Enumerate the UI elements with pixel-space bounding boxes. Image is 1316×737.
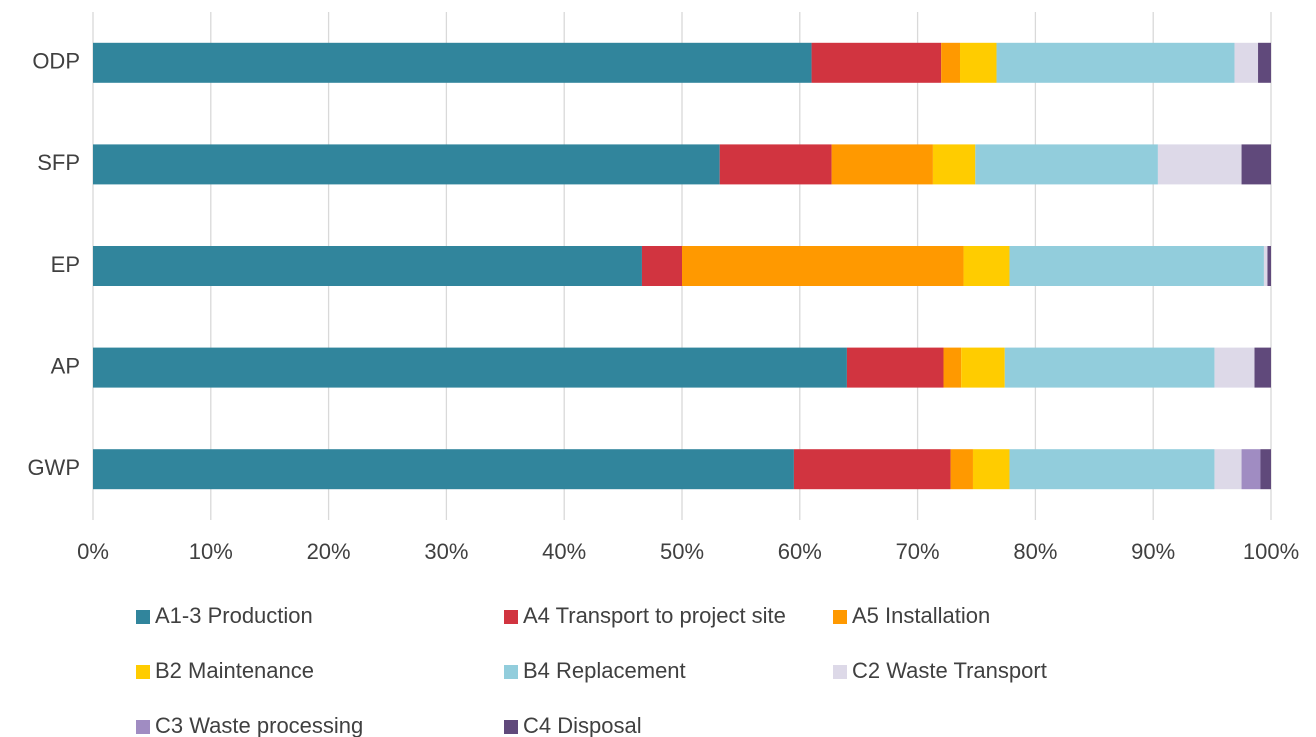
legend-label: A4 Transport to project site	[523, 603, 786, 628]
bar-segment	[93, 246, 642, 286]
bar-segment	[1157, 144, 1242, 185]
x-tick-label: 10%	[189, 539, 233, 564]
bar-segment	[93, 449, 794, 490]
bar-segment	[972, 449, 1010, 490]
bar-segment	[93, 347, 847, 388]
bar-segment	[846, 347, 944, 388]
legend-swatch	[136, 720, 150, 734]
bar-segment	[793, 449, 951, 490]
bar-segment	[1009, 246, 1264, 286]
bar-segment	[93, 144, 720, 185]
bar-segment	[1241, 449, 1261, 490]
x-tick-label: 50%	[660, 539, 704, 564]
legend-swatch	[504, 720, 518, 734]
bar-segment	[93, 42, 812, 83]
bar-segment	[941, 42, 961, 83]
y-tick-label: SFP	[37, 150, 80, 175]
legend-label: C2 Waste Transport	[852, 658, 1047, 683]
bar-segment	[1214, 347, 1255, 388]
legend-label: C3 Waste processing	[155, 713, 363, 737]
y-tick-label: EP	[51, 252, 80, 277]
bar-segment	[811, 42, 942, 83]
legend-label: A5 Installation	[852, 603, 990, 628]
legend-label: A1-3 Production	[155, 603, 313, 628]
legend-label: C4 Disposal	[523, 713, 642, 737]
x-tick-label: 80%	[1013, 539, 1057, 564]
bar-segment	[831, 144, 933, 185]
x-tick-label: 20%	[307, 539, 351, 564]
bar-segment	[960, 42, 997, 83]
legend-swatch	[504, 610, 518, 624]
y-tick-label: ODP	[32, 49, 80, 74]
bar-segment	[641, 246, 682, 286]
legend-swatch	[833, 610, 847, 624]
x-tick-label: 70%	[896, 539, 940, 564]
x-tick-label: 100%	[1243, 539, 1299, 564]
bar-segment	[1254, 347, 1271, 388]
bar-segment	[950, 449, 973, 490]
bar-segment	[975, 144, 1158, 185]
bar-segment	[961, 347, 1005, 388]
legend-swatch	[504, 665, 518, 679]
bar-segment	[1009, 449, 1215, 490]
legend-swatch	[136, 610, 150, 624]
bar-segment	[996, 42, 1235, 83]
legend-label: B2 Maintenance	[155, 658, 314, 683]
bar-segment	[1258, 42, 1271, 83]
bar-segment	[1267, 246, 1271, 286]
bar-segment	[1260, 449, 1271, 490]
bar-segment	[1263, 246, 1268, 286]
bar-segment	[1241, 144, 1271, 185]
x-tick-label: 60%	[778, 539, 822, 564]
bar-segment	[943, 347, 962, 388]
x-tick-label: 90%	[1131, 539, 1175, 564]
legend-swatch	[833, 665, 847, 679]
x-tick-label: 0%	[77, 539, 109, 564]
bar-segment	[719, 144, 832, 185]
bar-segment	[932, 144, 976, 185]
legend-swatch	[136, 665, 150, 679]
x-tick-label: 30%	[424, 539, 468, 564]
y-tick-label: AP	[51, 353, 80, 378]
bar-segment	[1234, 42, 1259, 83]
bar-segment	[1004, 347, 1215, 388]
bar-segment	[682, 246, 964, 286]
legend-label: B4 Replacement	[523, 658, 686, 683]
x-tick-label: 40%	[542, 539, 586, 564]
y-tick-label: GWP	[27, 455, 80, 480]
bar-segment	[963, 246, 1010, 286]
bar-segment	[1214, 449, 1242, 490]
